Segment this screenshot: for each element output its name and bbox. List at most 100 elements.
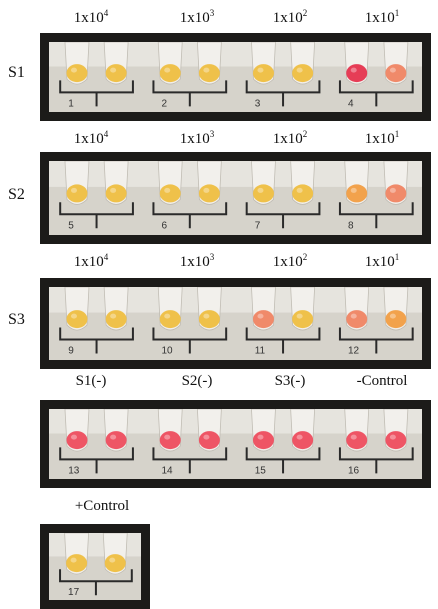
liquid-highlight [257,313,264,319]
liquid-highlight [164,67,171,73]
reaction-liquid [66,554,88,573]
reaction-liquid [385,184,407,203]
row-label: S3 [8,311,25,328]
tube-photo: 13 14 15 16 [49,409,422,479]
reaction-liquid [252,431,274,450]
marker-bracket [59,202,134,229]
tube-photo-panel: 17 [40,524,150,609]
liquid-highlight [350,434,357,440]
column-header: 1x102 [273,8,308,27]
reaction-liquid [346,431,368,450]
column-header: 1x103 [180,252,215,271]
column-header-text: 1x10 [364,131,395,147]
tube-photo-panel: 9 10 11 12 [40,278,431,369]
tube-number: 7 [255,220,261,231]
marker-bracket [245,202,321,229]
column-header: 1x104 [74,8,109,27]
reaction-liquid [66,431,88,450]
column-header-text: S3(-) [274,373,306,389]
marker-bracket [59,447,134,474]
reaction-liquid [198,431,220,450]
liquid-highlight [296,187,303,193]
column-header-text: S1(-) [75,373,107,389]
tube-photo-panel: 5 6 7 8 [40,152,431,244]
column-header-text: +Control [74,498,130,514]
column-header: 1x101 [365,8,400,27]
tube-number: 16 [348,465,360,476]
reaction-liquid [105,431,127,450]
reaction-liquid [66,64,88,83]
reaction-liquid [292,310,314,329]
liquid-highlight [203,67,210,73]
marker-bracket [338,447,414,474]
column-header: 1x104 [74,129,109,148]
liquid-highlight [164,187,171,193]
tube-group: 13 [59,409,134,476]
tube-number: 15 [255,465,267,476]
tube-group: 1 [59,42,134,109]
column-header-exponent: 3 [209,8,215,18]
column-header: S3(-) [275,373,306,390]
liquid-highlight [70,434,77,440]
liquid-highlight [389,67,396,73]
reaction-liquid [292,64,314,83]
reaction-liquid [292,431,314,450]
reaction-liquid [346,184,368,203]
tube-number: 1 [68,98,74,109]
column-header-exponent: 4 [103,252,109,262]
reaction-liquid [198,184,220,203]
liquid-highlight [110,434,117,440]
reaction-liquid [105,310,127,329]
liquid-highlight [70,313,77,319]
tube-number: 14 [161,465,173,476]
tube-number: 10 [161,346,173,357]
marker-bracket [152,447,228,474]
tube-group: 17 [59,533,133,598]
liquid-highlight [203,434,210,440]
reaction-liquid [66,310,88,329]
tube-number: 8 [348,220,354,231]
tube-group: 10 [152,287,228,357]
column-header-text: 1x10 [179,254,210,270]
tube-number: 9 [68,346,74,357]
column-header-exponent: 1 [394,129,400,139]
liquid-highlight [164,434,171,440]
column-header-exponent: 4 [103,129,109,139]
liquid-highlight [203,187,210,193]
column-header-exponent: 4 [103,8,109,18]
reaction-liquid [385,431,407,450]
tube-group: 14 [152,409,228,476]
marker-bracket [338,327,414,354]
liquid-highlight [296,434,303,440]
column-header-text: 1x10 [272,131,303,147]
liquid-highlight [70,67,77,73]
tube-group: 6 [152,161,228,231]
column-header-exponent: 1 [394,8,400,18]
tube-number: 4 [348,98,354,109]
column-header-text: 1x10 [364,254,395,270]
tube-group: 9 [59,287,134,357]
reaction-liquid [252,310,274,329]
marker-bracket [338,80,414,107]
column-header: +Control [75,498,129,515]
liquid-highlight [110,67,117,73]
column-header-text: -Control [356,373,408,389]
liquid-highlight [203,313,210,319]
liquid-highlight [389,313,396,319]
reaction-liquid [105,64,127,83]
column-header-text: 1x10 [272,254,303,270]
column-header: 1x101 [365,252,400,271]
reaction-liquid [159,64,181,83]
tube-number: 12 [348,346,360,357]
marker-bracket [245,327,321,354]
tube-number: 6 [161,220,167,231]
tube-group: 4 [338,42,414,109]
liquid-highlight [350,313,357,319]
reaction-liquid [252,64,274,83]
tube-group: 15 [245,409,321,476]
column-header: 1x103 [180,8,215,27]
column-header-exponent: 2 [302,252,308,262]
tube-photo: 17 [49,533,141,600]
marker-bracket [152,202,228,229]
column-header: S1(-) [76,373,107,390]
